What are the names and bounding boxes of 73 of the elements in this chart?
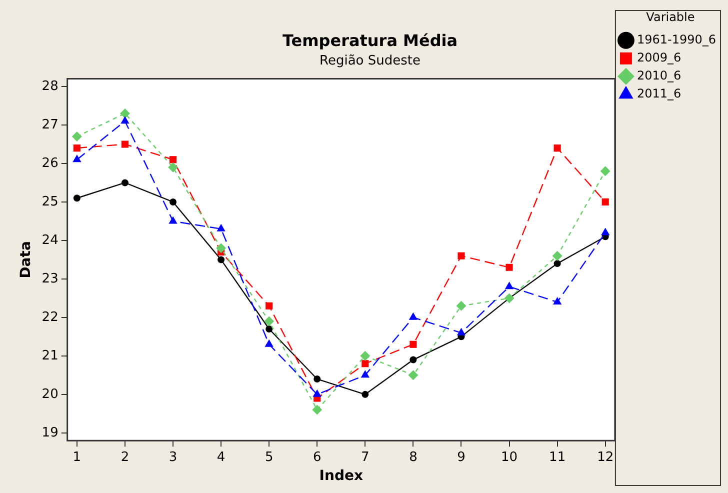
point [120, 108, 130, 118]
point [120, 116, 130, 124]
point [601, 228, 610, 236]
point [168, 216, 178, 224]
point [169, 156, 177, 164]
point [264, 339, 274, 347]
y-tick-label: 24 [42, 232, 58, 248]
chart-title: Temperatura Média [282, 30, 458, 50]
point [312, 389, 322, 397]
point [602, 198, 609, 206]
chart-subtitle: Região Sudeste [320, 53, 420, 68]
point [312, 404, 322, 415]
point [504, 282, 514, 290]
point [266, 325, 273, 332]
legend-label: 2010_6 [636, 68, 682, 83]
x-tick-label: 3 [168, 450, 178, 465]
y-tick-label: 20 [42, 386, 58, 402]
point [264, 316, 274, 326]
point [552, 297, 562, 305]
point [410, 340, 417, 348]
point [266, 302, 273, 310]
legend-label: 2011_6 [636, 86, 682, 101]
x-tick-label: 8 [409, 450, 418, 465]
y-tick-label: 19 [42, 425, 58, 440]
point [362, 390, 369, 398]
point [554, 144, 561, 152]
point [408, 370, 418, 380]
y-tick-label: 22 [42, 310, 58, 325]
point [600, 166, 610, 176]
point [362, 360, 369, 368]
point [168, 162, 178, 172]
point [552, 250, 562, 261]
y-tick-label: 27 [42, 117, 58, 132]
x-tick-label: 2 [120, 450, 130, 465]
legend-title: Variable [646, 10, 695, 24]
y-tick-label: 26 [42, 156, 58, 171]
y-axis-title: Data [18, 241, 34, 278]
point [218, 256, 225, 264]
y-tick-label: 25 [42, 194, 58, 210]
point [408, 312, 418, 320]
point [456, 328, 466, 336]
point [216, 243, 226, 254]
point [170, 198, 177, 206]
point [410, 356, 417, 364]
point [554, 260, 561, 268]
x-tick-label: 9 [457, 450, 466, 465]
x-tick-label: 6 [312, 450, 322, 465]
point [506, 264, 513, 271]
point [72, 132, 82, 142]
x-axis-title: Index [319, 468, 364, 484]
point [121, 179, 128, 186]
x-tick-label: 5 [264, 450, 274, 465]
x-tick-label: 11 [549, 450, 566, 465]
point [314, 376, 321, 383]
x-tick-label: 12 [597, 450, 614, 465]
y-tick-label: 28 [42, 78, 58, 94]
point [458, 252, 465, 260]
point [73, 144, 80, 152]
y-tick-label: 23 [42, 271, 58, 286]
point [360, 350, 370, 361]
point [216, 224, 226, 232]
legend-label: 1961-1990_6 [636, 32, 716, 47]
x-tick-label: 1 [72, 450, 82, 465]
x-tick-label: 7 [361, 450, 370, 465]
point [360, 370, 370, 378]
point [121, 140, 129, 148]
point [456, 300, 466, 311]
x-tick-label: 10 [501, 450, 518, 465]
x-tick-label: 4 [216, 450, 226, 465]
y-tick-label: 21 [42, 348, 58, 364]
point [73, 194, 80, 202]
legend-label: 2009_6 [636, 50, 682, 65]
point [72, 154, 82, 162]
